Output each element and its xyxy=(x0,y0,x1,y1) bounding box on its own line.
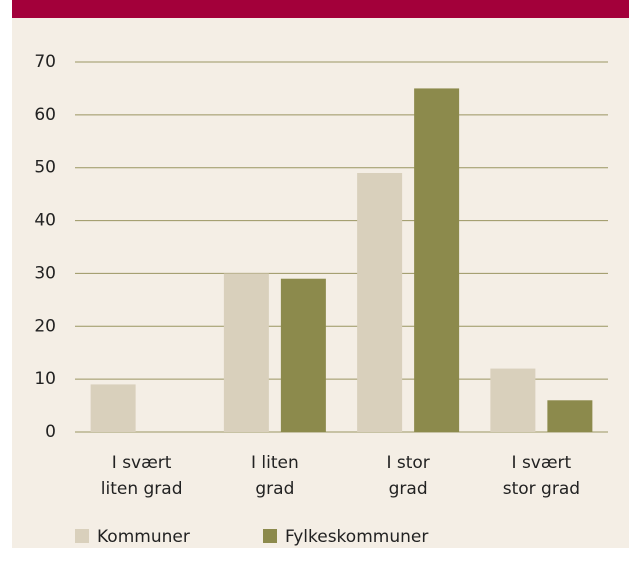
label-line: I stor xyxy=(386,453,429,473)
y-tick-label: 30 xyxy=(34,263,56,283)
legend-swatch xyxy=(75,529,89,543)
x-tick-label: I svært liten grad xyxy=(101,453,183,499)
y-tick-label: 50 xyxy=(34,158,56,178)
label-line: I svært xyxy=(112,453,172,473)
legend-swatch xyxy=(263,529,277,543)
y-tick-label: 60 xyxy=(34,105,56,125)
bar xyxy=(90,384,136,432)
label-line: grad xyxy=(255,479,294,499)
panel xyxy=(12,0,629,548)
label-line: stor grad xyxy=(503,479,580,499)
label-line: grad xyxy=(389,479,428,499)
bar xyxy=(547,400,593,432)
label-line: liten grad xyxy=(101,479,183,499)
bar xyxy=(280,278,326,432)
bar xyxy=(357,173,403,432)
label-line: I liten xyxy=(251,453,299,473)
y-tick-label: 0 xyxy=(45,422,56,442)
x-tick-label: I stor grad xyxy=(386,453,429,499)
y-tick-label: 70 xyxy=(34,52,56,72)
header-bar xyxy=(12,0,629,18)
bar xyxy=(490,368,536,432)
x-tick-label: I svært stor grad xyxy=(503,453,580,499)
x-tick-label: I liten grad xyxy=(251,453,299,499)
y-tick-label: 40 xyxy=(34,211,56,231)
legend-label: Fylkeskommuner xyxy=(285,527,428,547)
y-tick-label: 10 xyxy=(34,369,56,389)
legend-label: Kommuner xyxy=(97,527,190,547)
bar xyxy=(414,88,460,432)
y-tick-label: 20 xyxy=(34,316,56,336)
label-line: I svært xyxy=(512,453,572,473)
bar xyxy=(223,273,269,432)
